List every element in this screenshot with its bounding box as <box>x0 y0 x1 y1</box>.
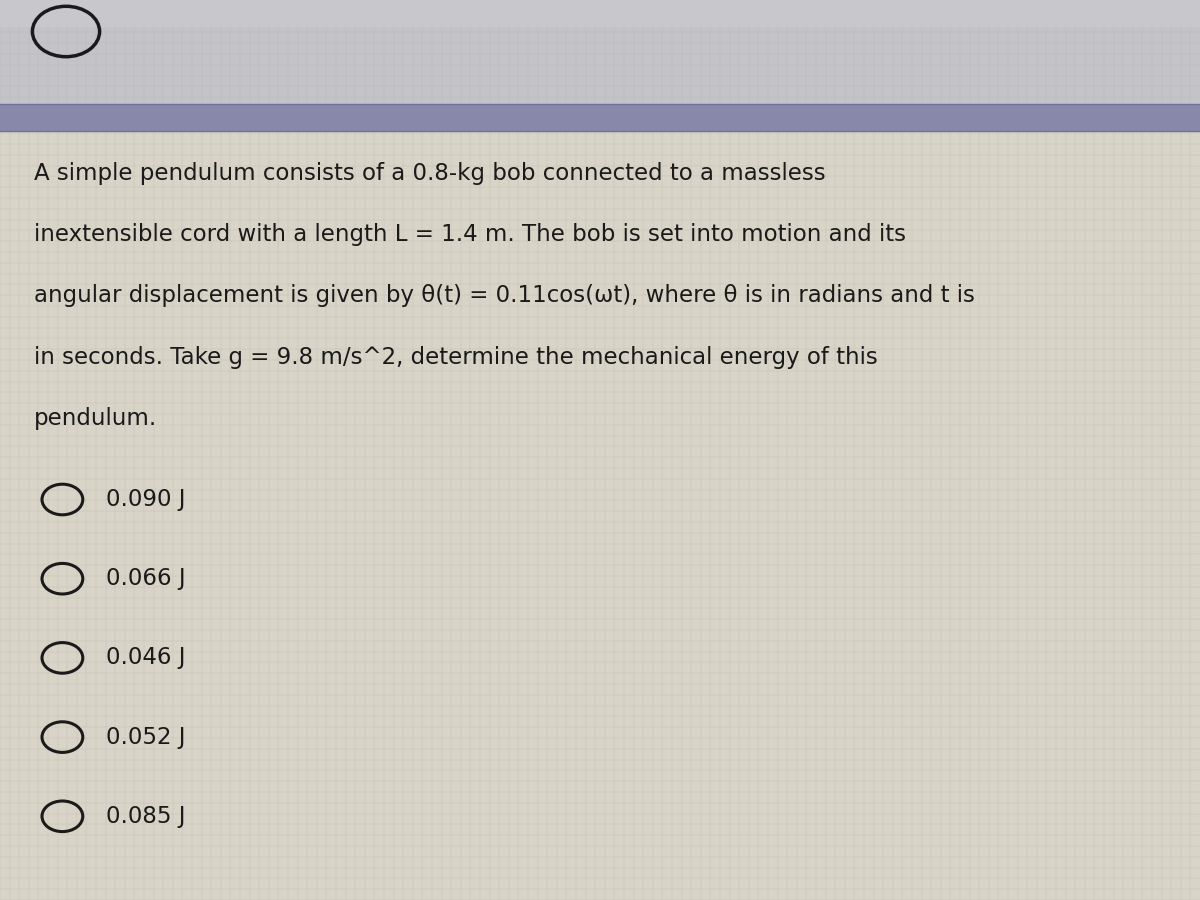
FancyBboxPatch shape <box>0 104 1200 130</box>
FancyBboxPatch shape <box>0 108 1200 900</box>
Text: 0.090 J: 0.090 J <box>106 488 185 511</box>
Text: A simple pendulum consists of a 0.8-kg bob connected to a massless: A simple pendulum consists of a 0.8-kg b… <box>34 162 826 185</box>
Text: 0.085 J: 0.085 J <box>106 805 185 828</box>
Text: in seconds. Take g = 9.8 m/s^2, determine the mechanical energy of this: in seconds. Take g = 9.8 m/s^2, determin… <box>34 346 877 369</box>
Text: 0.046 J: 0.046 J <box>106 646 185 670</box>
Text: 0.066 J: 0.066 J <box>106 567 185 590</box>
Text: 0.052 J: 0.052 J <box>106 725 185 749</box>
Text: angular displacement is given by θ(t) = 0.11cos(ωt), where θ is in radians and t: angular displacement is given by θ(t) = … <box>34 284 974 308</box>
Text: inextensible cord with a length L = 1.4 m. The bob is set into motion and its: inextensible cord with a length L = 1.4 … <box>34 223 906 247</box>
Text: pendulum.: pendulum. <box>34 407 157 430</box>
FancyBboxPatch shape <box>0 27 1200 108</box>
